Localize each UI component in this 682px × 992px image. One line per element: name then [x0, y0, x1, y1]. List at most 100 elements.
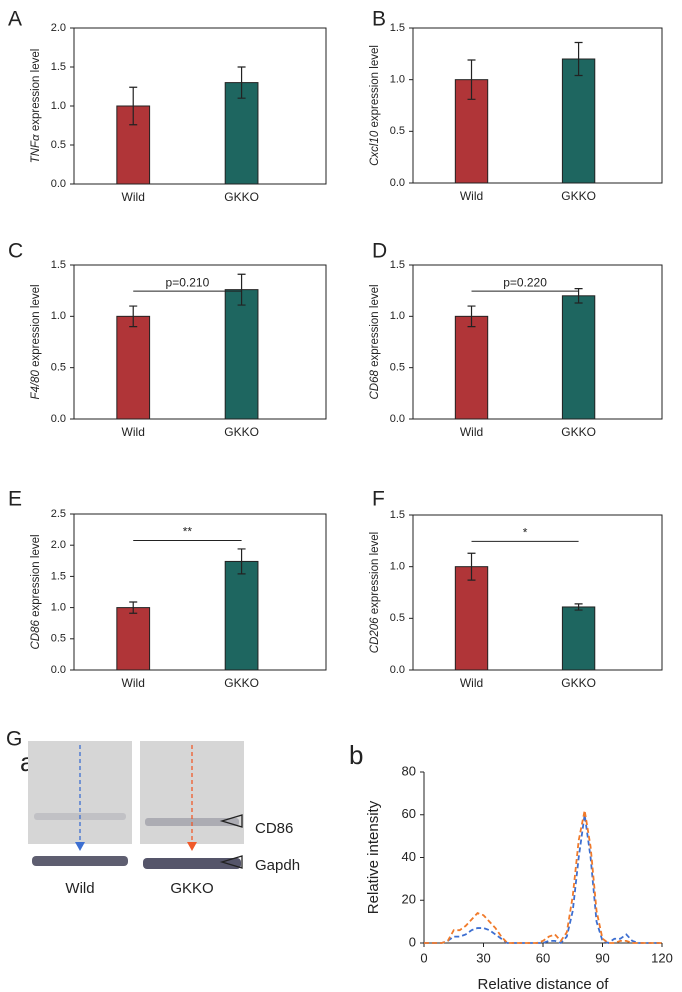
blot-image	[28, 741, 244, 869]
significance-label: **	[183, 525, 193, 539]
error-bar	[129, 601, 138, 614]
bar	[224, 560, 259, 671]
y-axis-label-text: expression level	[369, 532, 381, 614]
bar	[116, 607, 151, 671]
x-tick-label: Wild	[122, 190, 145, 204]
panel-letter: F	[372, 488, 385, 511]
y-tick-label: 0.5	[390, 125, 405, 137]
lane-label: GKKO	[170, 880, 213, 897]
x-tick-label: GKKO	[561, 425, 596, 439]
y-tick-label: 20	[402, 892, 416, 907]
significance-label: p=0.210	[166, 275, 210, 289]
gene-name: CD86	[30, 620, 42, 650]
y-tick-label: 0.5	[51, 633, 66, 645]
y-tick-label: 0	[409, 934, 416, 949]
bar	[224, 82, 259, 185]
y-tick-label: 1.5	[51, 259, 66, 271]
y-axis-label-text: expression level	[30, 49, 42, 131]
bar	[561, 295, 596, 420]
significance-label: p=0.220	[503, 275, 547, 289]
y-tick-label: 0.0	[51, 413, 66, 425]
y-tick-label: 2.5	[51, 508, 66, 520]
axes	[423, 772, 662, 944]
x-tick-label: Wild	[122, 676, 145, 690]
y-tick-label: 0.5	[51, 362, 66, 374]
band-label: CD86	[255, 820, 293, 837]
y-tick-label: 1.0	[390, 74, 405, 86]
panel-letter: D	[372, 240, 387, 263]
panel-letter: C	[8, 240, 23, 263]
y-tick-label: 1.0	[390, 561, 405, 573]
y-tick-label: 1.0	[51, 602, 66, 614]
panel-letter: B	[372, 8, 386, 31]
panel-letter: G	[6, 728, 22, 751]
x-tick-label: GKKO	[224, 676, 259, 690]
y-tick-label: 40	[402, 849, 416, 864]
x-tick-label: GKKO	[224, 190, 259, 204]
bar	[561, 606, 596, 671]
y-axis-label: Cxcl10 expression level	[369, 45, 381, 166]
y-tick-label: 1.5	[390, 509, 405, 521]
y-tick-label: 80	[402, 763, 416, 778]
y-tick-label: 2.0	[51, 22, 66, 34]
y-tick-label: 1.5	[390, 259, 405, 271]
x-axis-label: Relative distance of	[478, 976, 610, 992]
significance-label: *	[523, 526, 528, 540]
panel-letter: b	[349, 740, 363, 770]
x-tick-label: 30	[476, 950, 490, 965]
lane-label: Wild	[65, 880, 94, 897]
panel-letter: E	[8, 488, 22, 511]
x-tick-label: Wild	[460, 189, 483, 203]
plot-frame	[412, 27, 663, 184]
plot-frame	[412, 264, 663, 420]
y-tick-label: 0.5	[51, 139, 66, 151]
error-bar	[574, 603, 583, 611]
error-bar	[237, 66, 246, 99]
gene-name: F4/80	[30, 370, 42, 400]
x-tick-label: 0	[420, 950, 427, 965]
gene-name: TNFα	[30, 134, 42, 163]
y-tick-label: 1.0	[51, 100, 66, 112]
plot-frame	[412, 514, 663, 671]
y-tick-label: 0.0	[390, 177, 405, 189]
x-tick-label: 90	[595, 950, 609, 965]
plot-frame	[73, 264, 327, 420]
y-tick-label: 0.5	[390, 362, 405, 374]
series-line	[424, 814, 662, 945]
y-axis-label-text: expression level	[369, 45, 381, 127]
x-tick-label: Wild	[460, 676, 483, 690]
y-axis-label: F4/80 expression level	[30, 284, 42, 399]
y-axis-label: TNFα expression level	[30, 49, 42, 164]
bar	[224, 289, 259, 420]
error-bar	[237, 273, 246, 306]
x-tick-label: Wild	[122, 425, 145, 439]
y-axis-label: CD86 expression level	[30, 534, 42, 649]
y-tick-label: 0.0	[51, 178, 66, 190]
y-tick-label: 60	[402, 806, 416, 821]
y-axis-label: CD206 expression level	[369, 532, 381, 653]
y-tick-label: 1.5	[51, 61, 66, 73]
plot-frame	[73, 513, 327, 671]
y-tick-label: 2.0	[51, 539, 66, 551]
series-line	[424, 810, 662, 944]
x-tick-label: GKKO	[224, 425, 259, 439]
y-tick-label: 0.0	[390, 413, 405, 425]
bar	[561, 58, 596, 184]
y-axis-label: Relative intensity	[365, 800, 382, 914]
x-tick-label: Wild	[460, 425, 483, 439]
y-tick-label: 0.0	[51, 664, 66, 676]
y-axis-label-text: expression level	[30, 534, 42, 616]
gene-name: Cxcl10	[369, 130, 381, 166]
y-tick-label: 1.5	[51, 570, 66, 582]
bar	[454, 566, 489, 671]
bar	[116, 315, 151, 420]
x-tick-label: GKKO	[561, 676, 596, 690]
error-bar	[467, 59, 476, 100]
gene-name: CD206	[369, 617, 381, 653]
y-axis-label-text: expression level	[30, 284, 42, 366]
error-bar	[467, 305, 476, 328]
error-bar	[129, 305, 138, 328]
y-tick-label: 1.0	[51, 310, 66, 322]
x-tick-label: 60	[536, 950, 550, 965]
